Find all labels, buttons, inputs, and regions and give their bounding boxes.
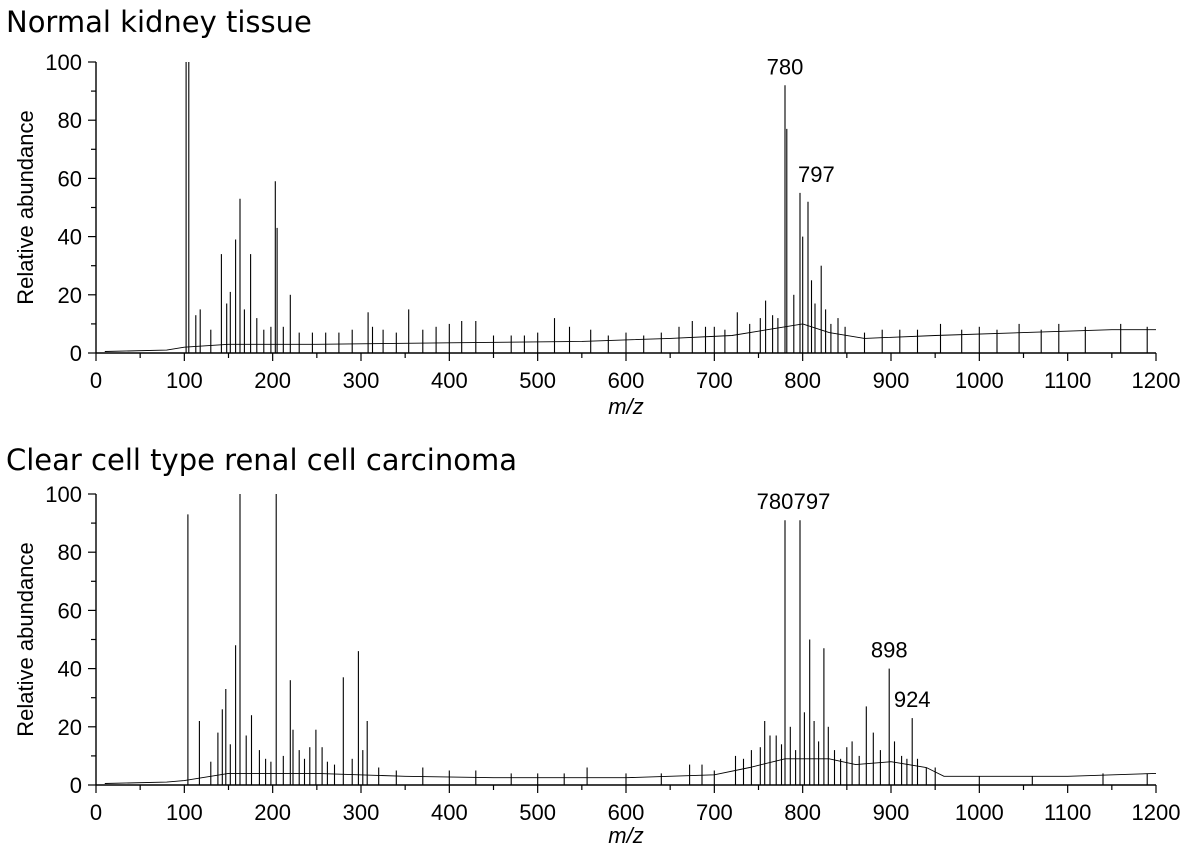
x-tick-label: 1000 [955,800,1004,825]
x-tick-label: 0 [90,800,102,825]
chart-title: Normal kidney tissue [6,5,312,39]
x-tick-label: 400 [431,800,468,825]
x-tick-label: 200 [254,368,291,393]
x-tick-label: 200 [254,800,291,825]
x-tick-label: 1200 [1132,800,1181,825]
y-tick-label: 0 [70,773,82,798]
chart-title: Clear cell type renal cell carcinoma [6,443,517,477]
x-tick-label: 0 [90,368,102,393]
y-tick-label: 80 [58,540,82,565]
y-tick-label: 100 [45,50,82,75]
y-axis-label: Relative abundance [13,542,38,736]
y-tick-label: 80 [58,108,82,133]
peak-label: 898 [871,638,908,663]
x-tick-label: 1200 [1132,368,1181,393]
y-tick-label: 60 [58,598,82,623]
chart-panel-2: Clear cell type renal cell carcinoma Rela… [6,443,1180,848]
spectrum-baseline [104,758,1157,784]
y-tick-label: 20 [58,715,82,740]
x-axis-label: m/z [608,394,643,419]
x-tick-label: 800 [784,800,821,825]
x-tick-label: 900 [873,800,910,825]
x-tick-label: 700 [696,368,733,393]
y-tick-label: 40 [58,657,82,682]
y-tick-label: 100 [45,482,82,507]
x-axis-label: m/z [608,823,643,848]
x-tick-label: 100 [166,800,203,825]
y-tick-label: 40 [58,225,82,250]
x-tick-label: 600 [608,368,645,393]
x-tick-label: 700 [696,800,733,825]
x-tick-label: 1100 [1044,368,1091,393]
x-tick-label: 1000 [955,368,1004,393]
peak-label: 797 [798,162,835,187]
x-tick-label: 600 [608,800,645,825]
peak-label: 924 [894,687,931,712]
chart-panel-1: Normal kidney tissue Relative abundance m/… [6,5,1180,419]
y-tick-label: 0 [70,341,82,366]
y-tick-label: 60 [58,166,82,191]
x-tick-label: 800 [784,368,821,393]
x-tick-label: 500 [519,368,556,393]
y-axis-label: Relative abundance [13,110,38,304]
x-tick-label: 100 [166,368,203,393]
x-tick-label: 400 [431,368,468,393]
y-tick-label: 20 [58,283,82,308]
x-tick-label: 900 [873,368,910,393]
x-tick-label: 300 [343,800,380,825]
peak-label: 780 [757,489,794,514]
x-tick-label: 300 [343,368,380,393]
peak-label: 797 [794,489,831,514]
x-tick-label: 500 [519,800,556,825]
x-tick-label: 1100 [1044,800,1091,825]
peak-label: 780 [767,54,804,79]
spectrum-baseline [104,323,1156,352]
